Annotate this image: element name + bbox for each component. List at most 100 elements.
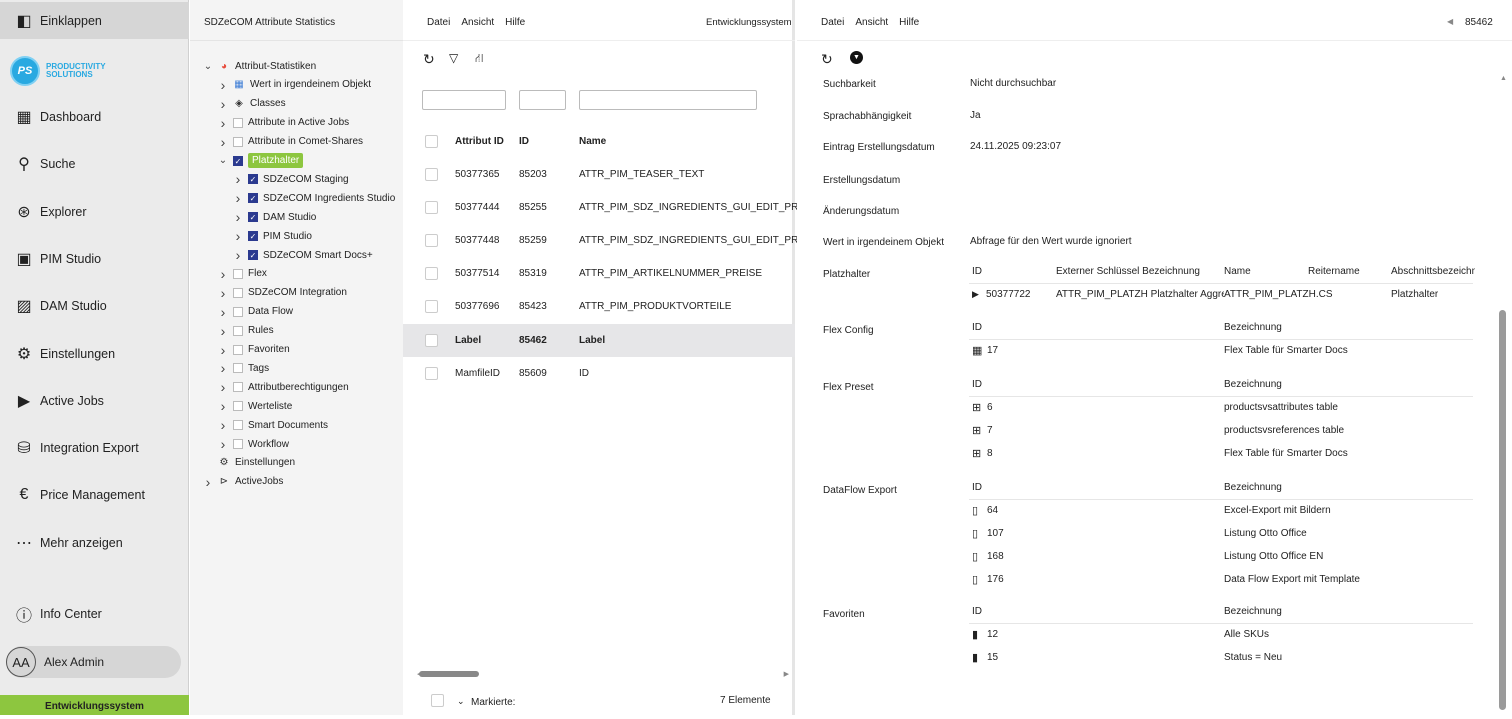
checkbox[interactable]: [233, 344, 243, 355]
chevron-right-icon[interactable]: ›: [220, 265, 226, 282]
filter-attribut-id-input[interactable]: [422, 90, 506, 110]
nav-item-pim-studio[interactable]: ▣ PIM Studio: [0, 241, 189, 277]
cell-id[interactable]: 107: [987, 527, 1004, 539]
checkbox[interactable]: [233, 382, 243, 393]
filter-id-input[interactable]: [519, 90, 566, 110]
nav-item-suche[interactable]: ⚲ Suche: [0, 146, 189, 182]
column-header-id[interactable]: ID: [519, 136, 529, 147]
checkbox[interactable]: [233, 420, 243, 431]
checkbox[interactable]: [233, 287, 243, 298]
select-marked-checkbox[interactable]: [431, 694, 444, 707]
chevron-right-icon[interactable]: ›: [235, 190, 241, 207]
nav-item-dashboard[interactable]: ▦ Dashboard: [0, 99, 189, 135]
cell-bezeichnung[interactable]: Excel-Export mit Bildern: [1224, 505, 1331, 516]
checkbox[interactable]: [233, 306, 243, 317]
menu-ansicht[interactable]: Ansicht: [855, 17, 889, 28]
nav-item-explorer[interactable]: ⊛ Explorer: [0, 194, 189, 230]
previous-record-icon[interactable]: ◀: [1447, 17, 1454, 26]
checkbox[interactable]: [233, 439, 243, 449]
filter-icon[interactable]: ▽: [449, 51, 459, 65]
nav-item-active-jobs[interactable]: ▶ Active Jobs: [0, 383, 189, 419]
tree-node[interactable]: › Rules: [217, 322, 274, 340]
cell-bezeichnung[interactable]: Alle SKUs: [1224, 629, 1270, 640]
tree-node[interactable]: › Attribute in Active Jobs: [217, 114, 350, 132]
chevron-right-icon[interactable]: ›: [220, 133, 226, 150]
nav-item-dam-studio[interactable]: ▨ DAM Studio: [0, 288, 189, 324]
tree-node[interactable]: ⌄ ✓ Platzhalter: [217, 152, 304, 170]
cell-bezeichnung[interactable]: Listung Otto Office EN: [1224, 550, 1324, 562]
chevron-right-icon[interactable]: ›: [220, 436, 226, 452]
tree-node[interactable]: › ⊳ ActiveJobs: [202, 473, 284, 491]
menu-datei[interactable]: Datei: [821, 17, 845, 28]
cell-id[interactable]: 17: [987, 345, 999, 356]
vertical-scrollbar[interactable]: [1499, 310, 1506, 710]
row-checkbox[interactable]: [425, 267, 438, 281]
chevron-right-icon[interactable]: ›: [220, 95, 226, 112]
cell-bezeichnung[interactable]: Data Flow Export mit Template: [1224, 573, 1360, 585]
tree-node[interactable]: › Data Flow: [217, 303, 293, 321]
filter-name-input[interactable]: [579, 90, 757, 110]
tree-node[interactable]: › ✓ SDZeCOM Ingredients Studio: [232, 189, 396, 207]
checkbox[interactable]: ✓: [248, 174, 258, 185]
nav-item-integration-export[interactable]: ⛁ Integration Export: [0, 430, 189, 466]
cell-id[interactable]: 168: [987, 550, 1004, 562]
table-row[interactable]: 50377444 85255 ATTR_PIM_SDZ_INGREDIENTS_GU…: [403, 191, 814, 224]
chevron-down-icon[interactable]: ⌄: [218, 155, 228, 166]
tree-node[interactable]: › Smart Documents: [217, 416, 328, 434]
chevron-down-icon[interactable]: ⌄: [203, 60, 213, 72]
chevron-right-icon[interactable]: ›: [220, 417, 226, 434]
checkbox[interactable]: ✓: [248, 212, 258, 223]
tree-node[interactable]: › Werteliste: [217, 397, 293, 415]
scroll-up-icon[interactable]: ▲: [1500, 75, 1507, 82]
tree-node[interactable]: › Workflow: [217, 435, 289, 453]
checkbox[interactable]: [233, 363, 243, 374]
chevron-right-icon[interactable]: ›: [220, 360, 226, 377]
checkbox[interactable]: ✓: [248, 250, 258, 260]
chevron-down-icon[interactable]: ⌄: [457, 696, 465, 706]
tree-node[interactable]: › Attribute in Comet-Shares: [217, 133, 363, 151]
refresh-icon[interactable]: ↻: [821, 51, 833, 67]
dropdown-circle-icon[interactable]: ▼: [850, 51, 863, 64]
tree-node[interactable]: › ▦ Wert in irgendeinem Objekt: [217, 76, 371, 94]
menu-hilfe[interactable]: Hilfe: [505, 17, 526, 28]
checkbox[interactable]: [233, 401, 243, 412]
cell-bezeichnung[interactable]: Flex Table für Smarter Docs: [1224, 447, 1348, 459]
cell-bezeichnung[interactable]: productsvsreferences table: [1224, 424, 1345, 436]
chevron-right-icon[interactable]: ›: [220, 322, 226, 339]
tree-node[interactable]: ⌄ ◕ Attribut-Statistiken: [202, 57, 316, 75]
chevron-right-icon[interactable]: ›: [220, 114, 226, 131]
tree-node[interactable]: › ✓ SDZeCOM Staging: [232, 170, 349, 188]
cell-id[interactable]: 12: [987, 629, 999, 640]
checkbox[interactable]: [233, 136, 243, 147]
horizontal-scrollbar[interactable]: ◀ ▶: [417, 670, 789, 678]
cell-bezeichnung[interactable]: Flex Table für Smarter Docs: [1224, 345, 1348, 356]
row-checkbox[interactable]: [425, 366, 438, 380]
tree-node[interactable]: › SDZeCOM Integration: [217, 284, 347, 302]
nav-item-mehr-anzeigen[interactable]: ⋯ Mehr anzeigen: [16, 534, 123, 552]
tree-node[interactable]: › ◈ Classes: [217, 95, 286, 113]
tree-node[interactable]: › Attributberechtigungen: [217, 378, 349, 396]
checkbox[interactable]: ✓: [248, 231, 258, 242]
chevron-right-icon[interactable]: ›: [220, 284, 226, 301]
cell-id[interactable]: 6: [987, 402, 993, 413]
row-checkbox[interactable]: [425, 201, 438, 215]
table-row[interactable]: Label 85462 Label: [403, 323, 795, 357]
chevron-right-icon[interactable]: ›: [220, 303, 226, 320]
row-checkbox[interactable]: [425, 333, 438, 347]
refresh-icon[interactable]: ↻: [423, 51, 435, 67]
nav-item-einstellungen[interactable]: ⚙ Einstellungen: [0, 336, 189, 372]
menu-ansicht[interactable]: Ansicht: [461, 17, 495, 28]
checkbox[interactable]: ✓: [248, 193, 258, 204]
checkbox[interactable]: ✓: [233, 155, 243, 166]
chevron-right-icon[interactable]: ›: [205, 473, 211, 490]
chevron-right-icon[interactable]: ›: [235, 171, 241, 188]
tree-node[interactable]: › ✓ SDZeCOM Smart Docs+: [232, 246, 373, 264]
cell-bezeichnung[interactable]: Status = Neu: [1224, 651, 1283, 663]
chevron-right-icon[interactable]: ›: [235, 228, 241, 245]
cell-id[interactable]: 176: [987, 573, 1004, 585]
menu-datei[interactable]: Datei: [427, 17, 451, 28]
cell-id[interactable]: 7: [987, 424, 993, 436]
row-checkbox[interactable]: [425, 168, 438, 181]
tree-node[interactable]: ⚙ Einstellungen: [202, 454, 296, 472]
menu-hilfe[interactable]: Hilfe: [899, 17, 920, 28]
